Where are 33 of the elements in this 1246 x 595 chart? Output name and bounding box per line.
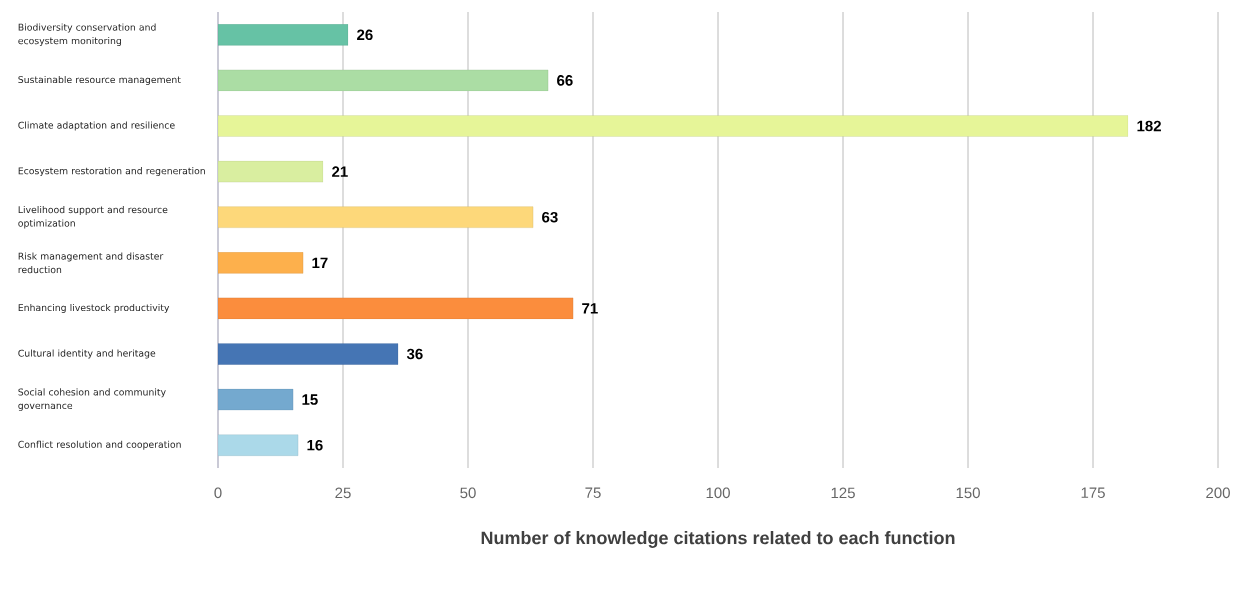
x-tick-label: 150 xyxy=(956,487,980,499)
y-tick-label: Risk management and disaster reduction xyxy=(18,252,164,274)
x-tick-label: 50 xyxy=(460,487,476,499)
bar xyxy=(218,24,349,46)
data-label: 16 xyxy=(307,439,323,451)
y-tick-label: Ecosystem restoration and regeneration xyxy=(18,167,205,177)
data-label: 26 xyxy=(357,29,373,41)
data-label: 21 xyxy=(332,166,348,177)
y-tick-label: Sustainable resource management xyxy=(18,75,181,85)
y-tick-label: Climate adaptation and resilience xyxy=(18,121,175,131)
data-label: 17 xyxy=(312,257,328,268)
y-tick-label: Livelihood support and resource optimization xyxy=(18,205,168,229)
data-label: 36 xyxy=(406,348,423,360)
x-axis-title: Number of knowledge citations related to each function xyxy=(481,531,955,548)
data-label: 182 xyxy=(1137,120,1161,132)
bar xyxy=(218,343,399,365)
bar xyxy=(218,160,324,183)
data-label: 71 xyxy=(582,303,598,314)
data-label: 15 xyxy=(302,394,318,405)
x-tick-label: 100 xyxy=(706,487,730,499)
x-tick-label: 25 xyxy=(335,487,351,499)
y-tick-label: Enhancing livestock productivity xyxy=(18,303,170,313)
x-tick-label: 125 xyxy=(831,487,855,499)
x-tick-label: 200 xyxy=(1206,487,1230,499)
y-tick-label: Biodiversity conservation and ecosystem monitoring xyxy=(18,23,156,47)
y-tick-label: Cultural identity and heritage xyxy=(18,349,156,359)
x-tick-label: 175 xyxy=(1081,487,1105,498)
x-tick-label: 0 xyxy=(214,487,222,499)
y-tick-label: Conflict resolution and cooperation xyxy=(18,440,181,450)
data-label: 66 xyxy=(557,75,573,86)
data-label: 63 xyxy=(542,211,558,223)
x-tick-label: 75 xyxy=(585,487,601,498)
y-tick-label: Social cohesion and community governance xyxy=(18,388,166,411)
